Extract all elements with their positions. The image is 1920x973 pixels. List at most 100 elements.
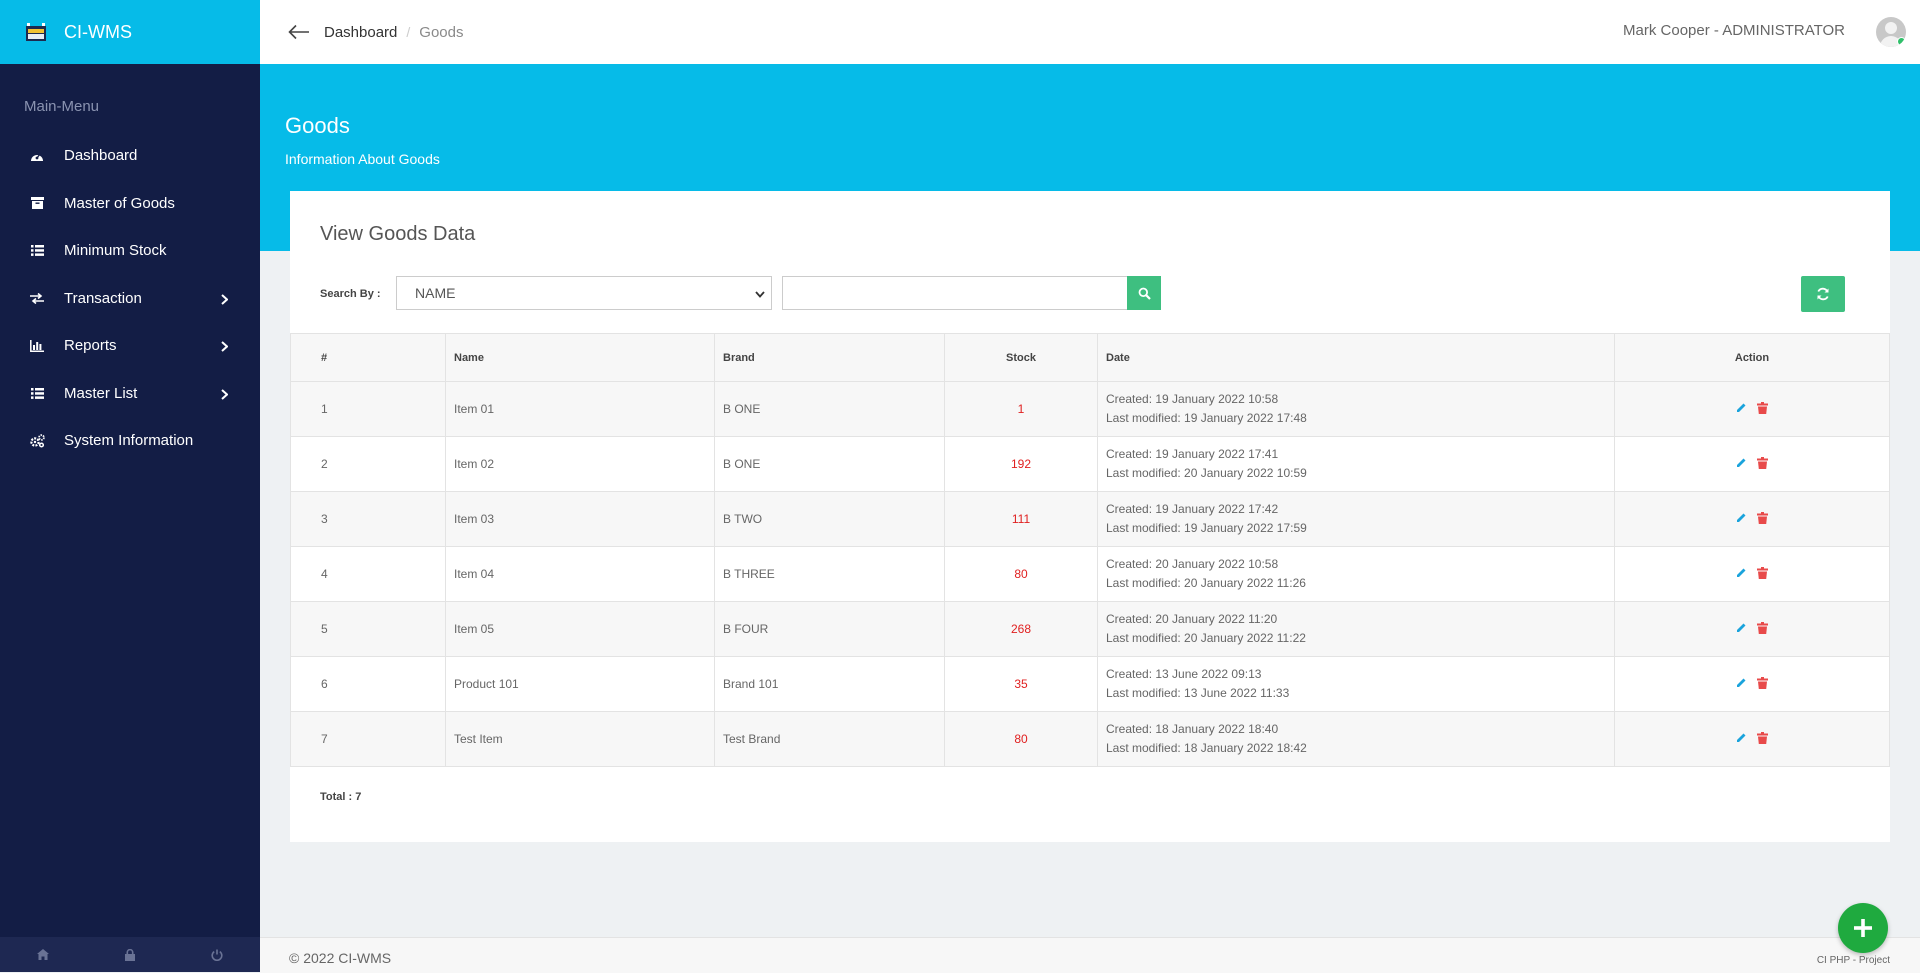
row-created: Created: 18 January 2022 18:40 <box>1106 722 1279 736</box>
row-actions <box>1614 711 1890 767</box>
row-actions <box>1614 491 1890 547</box>
column-header-number: # <box>290 333 446 382</box>
back-arrow-icon[interactable] <box>288 20 312 44</box>
search-label: Search By : <box>320 288 381 300</box>
sidebar-item-transaction[interactable]: Transaction <box>0 275 260 323</box>
archive-icon <box>29 195 45 211</box>
row-actions <box>1614 601 1890 657</box>
row-date: Created: 19 January 2022 17:41 Last modi… <box>1097 436 1615 492</box>
list-icon <box>29 385 45 401</box>
edit-icon[interactable] <box>1736 457 1747 468</box>
breadcrumb-current: Goods <box>419 23 464 41</box>
column-header-stock: Stock <box>944 333 1098 382</box>
sidebar-item-label: Reports <box>64 337 117 355</box>
row-name: Item 01 <box>445 381 715 437</box>
search-icon <box>1138 287 1151 300</box>
row-modified: Last modified: 20 January 2022 10:59 <box>1106 466 1307 480</box>
row-created: Created: 13 June 2022 09:13 <box>1106 667 1262 681</box>
warehouse-logo-icon <box>26 23 46 41</box>
lock-icon[interactable] <box>110 937 150 972</box>
row-date: Created: 19 January 2022 10:58 Last modi… <box>1097 381 1615 437</box>
edit-icon[interactable] <box>1736 732 1747 743</box>
edit-icon[interactable] <box>1736 512 1747 523</box>
delete-icon[interactable] <box>1757 566 1768 579</box>
sidebar-item-label: Dashboard <box>64 147 138 165</box>
row-created: Created: 19 January 2022 17:42 <box>1106 502 1279 516</box>
sidebar-item-master-list[interactable]: Master List <box>0 370 260 418</box>
search-input[interactable] <box>782 276 1128 310</box>
column-header-action: Action <box>1614 333 1890 382</box>
delete-icon[interactable] <box>1757 401 1768 414</box>
home-icon[interactable] <box>23 937 63 972</box>
row-name: Item 02 <box>445 436 715 492</box>
refresh-button[interactable] <box>1801 276 1845 312</box>
footer: © 2022 CI-WMS CI PHP - Project <box>260 937 1920 973</box>
row-created: Created: 19 January 2022 17:41 <box>1106 447 1279 461</box>
row-stock: 192 <box>944 436 1098 492</box>
sidebar-item-label: Minimum Stock <box>64 242 167 260</box>
edit-icon[interactable] <box>1736 567 1747 578</box>
sidebar-item-master-of-goods[interactable]: Master of Goods <box>0 180 260 228</box>
row-stock: 111 <box>944 491 1098 547</box>
row-modified: Last modified: 19 January 2022 17:59 <box>1106 521 1307 535</box>
row-brand: Test Brand <box>714 711 945 767</box>
delete-icon[interactable] <box>1757 676 1768 689</box>
search-by-value: NAME <box>415 285 456 301</box>
avatar[interactable] <box>1876 17 1906 47</box>
sidebar-item-dashboard[interactable]: Dashboard <box>0 132 260 180</box>
sidebar-item-minimum-stock[interactable]: Minimum Stock <box>0 227 260 275</box>
breadcrumb-dashboard[interactable]: Dashboard <box>324 23 398 41</box>
dashboard-icon <box>29 148 45 164</box>
delete-icon[interactable] <box>1757 456 1768 469</box>
edit-icon[interactable] <box>1736 677 1747 688</box>
delete-icon[interactable] <box>1757 731 1768 744</box>
add-goods-button[interactable] <box>1838 903 1888 953</box>
row-stock: 35 <box>944 656 1098 712</box>
table-header-row: # Name Brand Stock Date Action <box>290 333 1890 382</box>
row-brand: B ONE <box>714 436 945 492</box>
plus-icon <box>1854 919 1872 937</box>
card-title: View Goods Data <box>320 223 476 245</box>
row-date: Created: 20 January 2022 10:58 Last modi… <box>1097 546 1615 602</box>
edit-icon[interactable] <box>1736 622 1747 633</box>
top-bar: Dashboard / Goods Mark Cooper - ADMINIST… <box>260 0 1920 64</box>
chevron-right-icon <box>221 387 229 404</box>
sidebar-item-reports[interactable]: Reports <box>0 322 260 370</box>
exchange-icon <box>29 290 45 306</box>
row-created: Created: 20 January 2022 10:58 <box>1106 557 1279 571</box>
goods-card: View Goods Data Search By : NAME # Name … <box>290 191 1890 842</box>
row-brand: B TWO <box>714 491 945 547</box>
row-brand: Brand 101 <box>714 656 945 712</box>
column-header-brand: Brand <box>714 333 945 382</box>
brand[interactable]: CI-WMS <box>0 0 260 64</box>
page-title: Goods <box>285 113 350 138</box>
sidebar-item-label: Master of Goods <box>64 194 175 212</box>
refresh-icon <box>1817 287 1829 301</box>
row-actions <box>1614 436 1890 492</box>
row-number: 7 <box>290 711 446 767</box>
project-label: CI PHP - Project <box>1816 955 1890 966</box>
search-button[interactable] <box>1127 276 1161 310</box>
row-created: Created: 19 January 2022 10:58 <box>1106 392 1279 406</box>
sidebar-footer <box>0 937 260 972</box>
copyright: © 2022 CI-WMS <box>289 950 392 966</box>
power-icon[interactable] <box>197 937 237 972</box>
row-stock: 268 <box>944 601 1098 657</box>
row-stock: 80 <box>944 546 1098 602</box>
row-modified: Last modified: 18 January 2022 18:42 <box>1106 741 1307 755</box>
edit-icon[interactable] <box>1736 402 1747 413</box>
sidebar-item-label: Transaction <box>64 289 142 307</box>
row-name: Item 05 <box>445 601 715 657</box>
user-name[interactable]: Mark Cooper - ADMINISTRATOR <box>1623 22 1845 39</box>
delete-icon[interactable] <box>1757 511 1768 524</box>
row-date: Created: 18 January 2022 18:40 Last modi… <box>1097 711 1615 767</box>
table-row: 3 Item 03 B TWO 111 Created: 19 January … <box>290 491 1890 547</box>
delete-icon[interactable] <box>1757 621 1768 634</box>
row-name: Test Item <box>445 711 715 767</box>
search-by-select[interactable]: NAME <box>396 276 772 310</box>
table-row: 4 Item 04 B THREE 80 Created: 20 January… <box>290 546 1890 602</box>
online-status-icon <box>1897 37 1906 46</box>
row-stock: 80 <box>944 711 1098 767</box>
sidebar-item-system-information[interactable]: System Information <box>0 417 260 465</box>
sidebar: CI-WMS Main-Menu Dashboard Master of Goo… <box>0 0 260 972</box>
